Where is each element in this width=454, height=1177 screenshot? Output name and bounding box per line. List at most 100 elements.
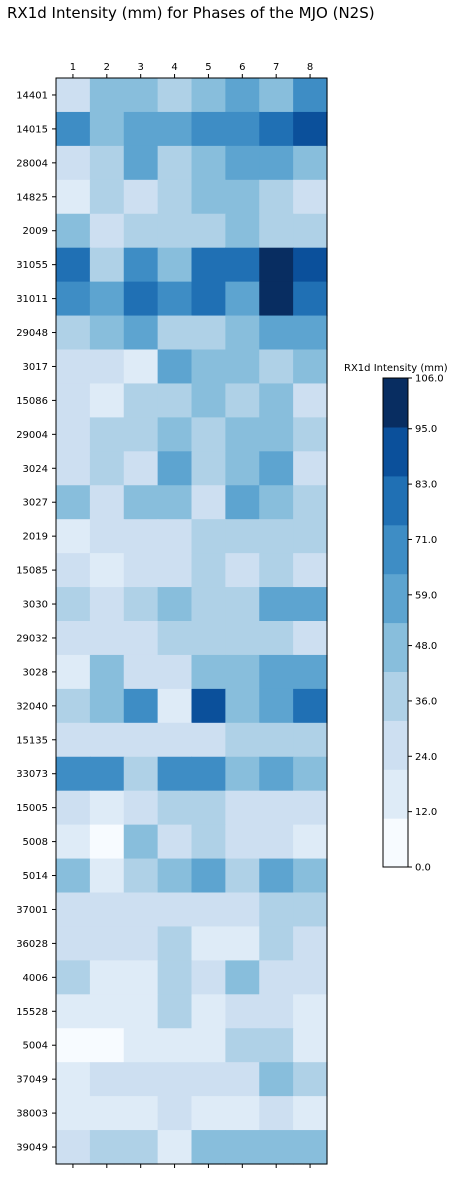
heatmap-cell	[191, 654, 226, 690]
heatmap-cell	[123, 247, 159, 283]
heatmap-cell	[293, 824, 328, 860]
colorbar-segment	[383, 475, 408, 526]
heatmap-cell	[157, 553, 193, 588]
heatmap-cell	[89, 994, 125, 1029]
heatmap-cell	[89, 688, 125, 724]
heatmap-cell	[56, 892, 91, 928]
heatmap-cell	[259, 485, 294, 520]
heatmap-cell	[89, 145, 125, 181]
heatmap-cell	[259, 247, 294, 283]
row-label: 5014	[23, 871, 48, 882]
heatmap-cell	[225, 960, 260, 995]
heatmap-cell	[89, 960, 125, 995]
row-label: 39049	[16, 1143, 48, 1154]
heatmap-cell	[259, 688, 294, 724]
heatmap-cell	[56, 179, 91, 215]
heatmap-cell	[89, 926, 125, 961]
column-label: 3	[138, 62, 144, 73]
row-label: 36028	[16, 939, 48, 950]
heatmap-cell	[89, 1028, 125, 1063]
heatmap-cell	[157, 688, 193, 724]
heatmap-cell	[191, 78, 226, 113]
heatmap-cell	[56, 349, 91, 385]
heatmap-cell	[259, 451, 294, 486]
column-label: 7	[273, 62, 279, 73]
heatmap-cell	[259, 960, 294, 995]
heatmap-cell	[89, 78, 125, 113]
heatmap-cell	[157, 892, 193, 928]
heatmap-cell	[123, 78, 159, 113]
heatmap-cell	[191, 111, 226, 147]
heatmap-cell	[259, 824, 294, 860]
heatmap-cell	[89, 111, 125, 147]
colorbar-segment	[383, 524, 408, 575]
heatmap-cell	[259, 790, 294, 826]
heatmap-cell	[191, 756, 226, 792]
heatmap-cell	[225, 111, 260, 147]
heatmap-cell	[225, 315, 260, 351]
heatmap-cell	[293, 179, 328, 215]
row-label: 15086	[16, 396, 48, 407]
heatmap-cell	[259, 417, 294, 452]
heatmap-cell	[56, 247, 91, 283]
heatmap-cell	[89, 1062, 125, 1097]
heatmap-cell	[191, 281, 226, 317]
heatmap-cell	[89, 1096, 125, 1131]
heatmap-cell	[191, 621, 226, 656]
heatmap-cell	[293, 417, 328, 452]
row-label: 2009	[23, 226, 48, 237]
heatmap-cell	[123, 1096, 159, 1131]
heatmap-cell	[56, 1028, 91, 1063]
heatmap-cell	[293, 790, 328, 826]
heatmap-cell	[293, 247, 328, 283]
heatmap-cell	[157, 824, 193, 860]
heatmap-cell	[56, 960, 91, 995]
colorbar-tick-label: 24.0	[415, 752, 437, 763]
heatmap-cell	[293, 621, 328, 656]
row-label: 5008	[23, 837, 48, 848]
heatmap-cell	[191, 790, 226, 826]
heatmap-cell	[123, 281, 159, 317]
colorbar-segment	[383, 378, 408, 428]
heatmap-cell	[259, 213, 294, 249]
heatmap-cell	[89, 824, 125, 860]
heatmap-cell	[293, 1028, 328, 1063]
heatmap-cell	[56, 485, 91, 520]
heatmap-cell	[191, 553, 226, 588]
heatmap-cell	[157, 213, 193, 249]
heatmap-cell	[293, 960, 328, 995]
heatmap-cell	[89, 722, 125, 758]
colorbar-tick-label: 71.0	[415, 535, 437, 546]
heatmap-cell	[191, 1096, 226, 1131]
heatmap-cell	[157, 654, 193, 690]
heatmap-cell	[157, 1130, 193, 1165]
heatmap-cell	[293, 892, 328, 928]
heatmap-cell	[56, 78, 91, 113]
heatmap-cell	[123, 553, 159, 588]
heatmap-cell	[293, 688, 328, 724]
heatmap-cell	[191, 519, 226, 554]
heatmap-cell	[293, 519, 328, 554]
column-label: 2	[104, 62, 110, 73]
colorbar-segment	[383, 671, 408, 721]
heatmap-cell	[191, 960, 226, 995]
row-label: 3030	[23, 600, 48, 611]
heatmap-cell	[293, 315, 328, 351]
heatmap-cell	[123, 451, 159, 486]
column-label: 4	[171, 62, 177, 73]
heatmap-cell	[225, 179, 260, 215]
heatmap-cell	[89, 485, 125, 520]
heatmap-cell	[191, 824, 226, 860]
heatmap-cell	[56, 145, 91, 181]
heatmap-cell	[157, 145, 193, 181]
heatmap-cell	[89, 315, 125, 351]
column-label: 6	[239, 62, 245, 73]
heatmap-cell	[157, 926, 193, 961]
heatmap-cell	[89, 519, 125, 554]
row-label: 29032	[16, 633, 48, 644]
row-label: 33073	[16, 769, 48, 780]
heatmap-cell	[56, 1062, 91, 1097]
heatmap-cell	[89, 281, 125, 317]
heatmap-cell	[123, 519, 159, 554]
colorbar-tick-label: 48.0	[415, 641, 437, 652]
